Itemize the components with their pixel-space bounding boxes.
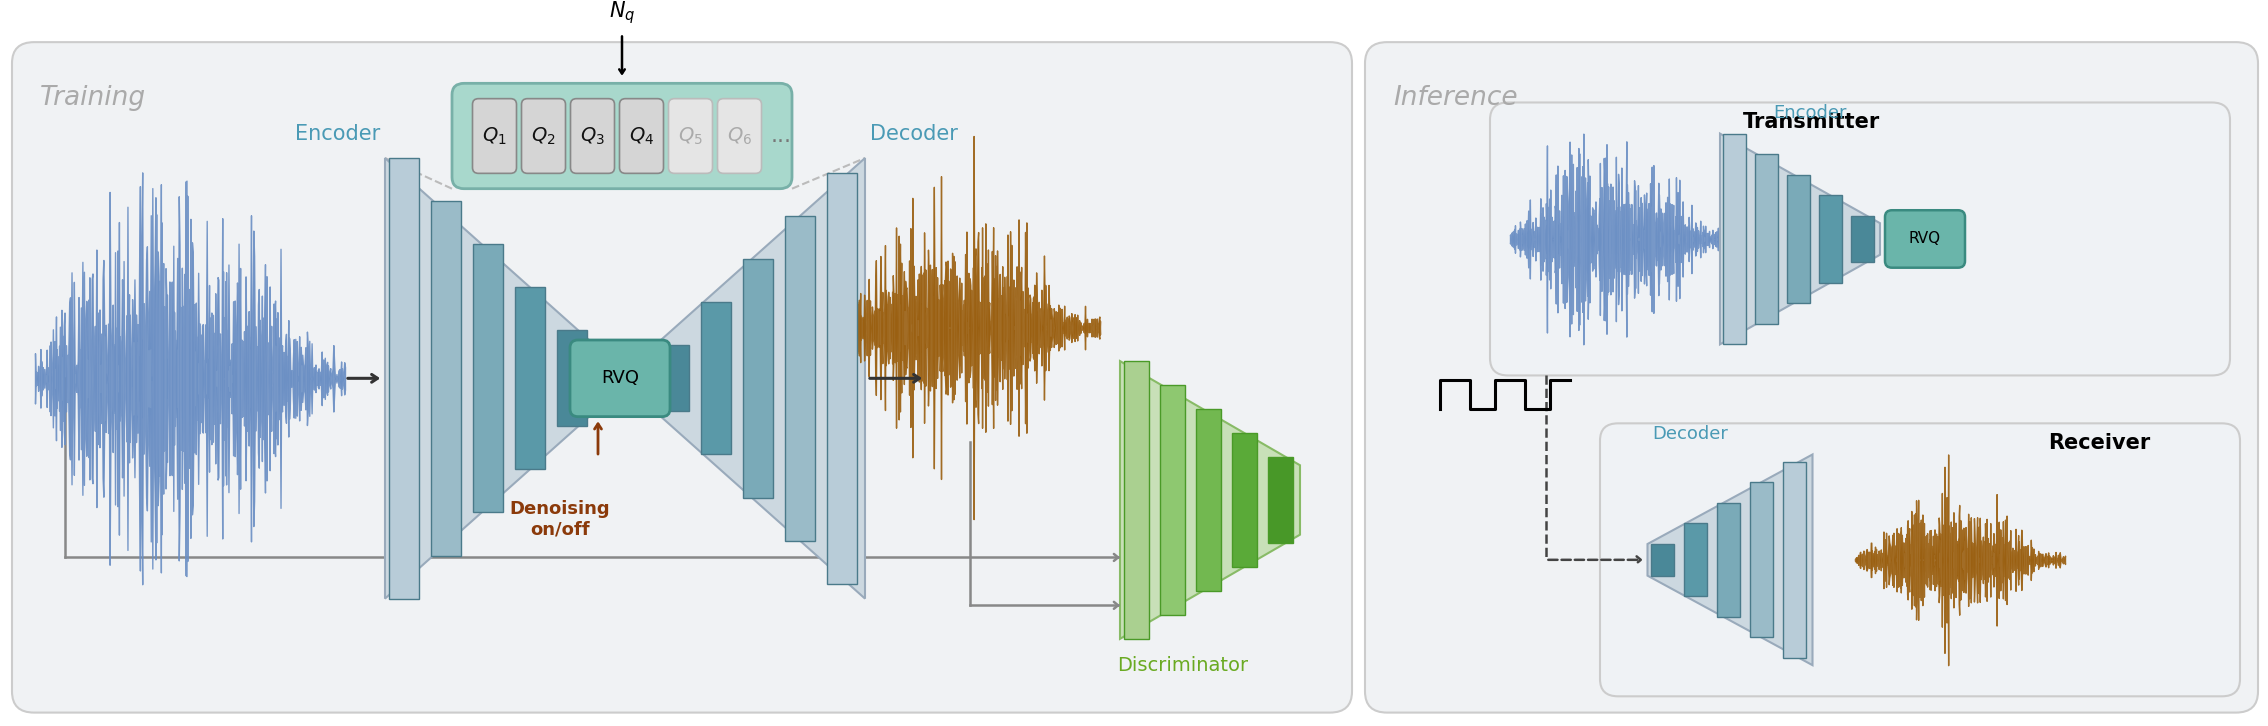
FancyBboxPatch shape: [717, 99, 762, 174]
Bar: [558, 330, 587, 426]
Bar: [431, 201, 460, 555]
Bar: [1755, 154, 1778, 324]
Text: Denoising
on/off: Denoising on/off: [510, 500, 610, 539]
Bar: [515, 287, 544, 470]
Text: ...: ...: [771, 126, 792, 146]
Bar: [744, 259, 773, 497]
FancyBboxPatch shape: [451, 83, 792, 189]
Text: Receiver: Receiver: [2048, 433, 2150, 453]
Text: RVQ: RVQ: [1910, 232, 1941, 246]
FancyBboxPatch shape: [1490, 102, 2229, 375]
Text: $Q_4$: $Q_4$: [628, 126, 653, 147]
FancyBboxPatch shape: [1365, 42, 2259, 713]
Bar: [1717, 503, 1740, 617]
Polygon shape: [386, 158, 594, 599]
FancyBboxPatch shape: [669, 99, 712, 174]
Text: Discriminator: Discriminator: [1118, 656, 1250, 675]
FancyBboxPatch shape: [619, 99, 665, 174]
Text: Decoder: Decoder: [1653, 425, 1728, 443]
Text: $Q_3$: $Q_3$: [581, 126, 606, 147]
Text: Transmitter: Transmitter: [1742, 112, 1880, 132]
Text: $Q_6$: $Q_6$: [728, 126, 753, 147]
FancyBboxPatch shape: [522, 99, 565, 174]
Text: Encoder: Encoder: [1774, 104, 1846, 122]
FancyBboxPatch shape: [472, 99, 517, 174]
Bar: [1851, 216, 1873, 262]
Polygon shape: [1647, 454, 1812, 665]
Bar: [1232, 433, 1256, 567]
Text: Training: Training: [41, 85, 145, 111]
Bar: [1268, 457, 1293, 543]
FancyBboxPatch shape: [569, 340, 669, 417]
FancyBboxPatch shape: [1599, 423, 2241, 696]
Bar: [785, 216, 814, 541]
Bar: [1787, 175, 1810, 303]
Text: $Q_1$: $Q_1$: [483, 126, 506, 147]
Text: Inference: Inference: [1393, 85, 1517, 111]
Text: Decoder: Decoder: [871, 123, 957, 144]
Bar: [1783, 462, 1805, 658]
Polygon shape: [1120, 361, 1300, 639]
Text: $Q_5$: $Q_5$: [678, 126, 703, 147]
Bar: [701, 302, 730, 454]
Bar: [1724, 134, 1746, 344]
Bar: [1683, 523, 1708, 596]
Text: RVQ: RVQ: [601, 370, 640, 388]
Text: Encoder: Encoder: [295, 123, 381, 144]
Bar: [1195, 409, 1220, 591]
FancyBboxPatch shape: [1885, 211, 1964, 268]
FancyBboxPatch shape: [11, 42, 1352, 713]
Bar: [1651, 544, 1674, 576]
Text: $N_q$: $N_q$: [608, 0, 635, 26]
FancyBboxPatch shape: [572, 99, 615, 174]
Polygon shape: [1719, 134, 1880, 344]
Bar: [660, 346, 689, 412]
Bar: [1123, 361, 1150, 639]
Polygon shape: [655, 158, 864, 599]
Bar: [474, 244, 503, 513]
Bar: [390, 158, 420, 599]
Text: $Q_2$: $Q_2$: [531, 126, 556, 147]
Bar: [1159, 385, 1184, 615]
Bar: [1751, 482, 1774, 637]
Bar: [1819, 195, 1842, 282]
Bar: [828, 173, 857, 584]
